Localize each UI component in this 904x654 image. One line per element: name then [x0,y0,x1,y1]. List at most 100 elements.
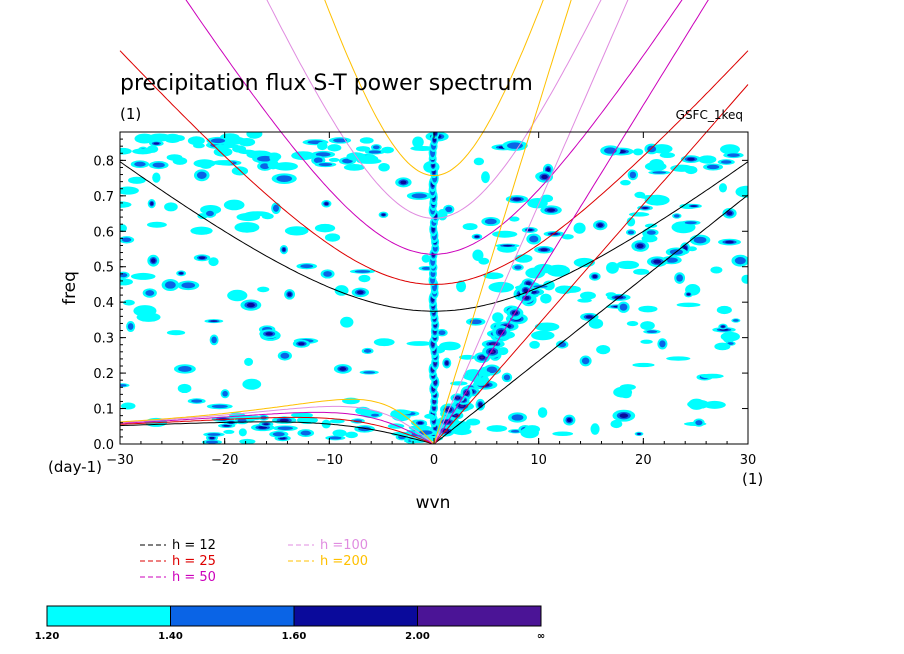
spectrum-blob [741,274,748,284]
spectrum-blob [588,318,604,329]
spectrum-blob [244,211,270,217]
spectrum-blob [421,254,431,263]
spectrum-blob [638,305,658,313]
spectrum-blob [164,202,178,212]
y-tick-label: 0.8 [93,154,114,169]
spectrum-blob [720,144,740,155]
spectrum-blob [128,176,146,184]
spectrum-blob [273,162,298,171]
y-tick-label: 0.6 [93,225,114,240]
spectrum-blob [223,199,245,211]
inertia-gravity-curve [119,50,749,285]
spectrum-blob [314,223,336,233]
spectrum-blob-level-3 [324,202,329,206]
spectrum-blob [698,155,717,164]
spectrum-blob-level-3 [503,244,513,247]
spectrum-blob [478,257,490,265]
spectrum-blob-level-3 [263,423,269,426]
spectrum-blob [606,261,619,274]
x-tick-label: 0 [430,453,438,468]
spectrum-blob [488,281,515,293]
spectrum-blob-level-4 [459,404,464,408]
spectrum-blob-level-2 [372,145,380,150]
x-axis-label: wvn [416,493,451,513]
spectrum-blob-level-3 [279,437,286,440]
rossby-wave-curve [120,405,435,444]
legend-label: h =200 [320,554,368,569]
spectrum-blob-level-2 [507,142,523,149]
spectrum-blob-level-2 [581,357,590,365]
spectrum-blob [616,260,640,270]
spectrum-blob [534,322,560,332]
spectrum-blob [620,391,632,399]
spectrum-blob-level-2 [438,330,446,335]
spectrum-blob-level-3 [497,329,505,335]
spectrum-blob-level-2 [733,319,739,322]
spectrum-blob [173,135,185,142]
spectrum-blob-level-3 [619,413,629,418]
spectrum-blob-level-2 [503,374,511,381]
spectrum-blob [561,234,574,240]
spectrum-blob [267,159,279,170]
spectrum-blob-level-2 [514,265,522,270]
spectrum-blob [632,362,655,368]
spectrum-blob [120,278,133,286]
spectrum-blob [132,148,154,155]
spectrum-blob-level-2 [211,336,217,344]
chart-subtitle: (1) [120,105,141,123]
spectrum-blob [492,312,504,323]
spectrum-blob-level-4 [490,343,496,345]
y-tick-label: 0.3 [93,332,114,347]
spectrum-blob-level-3 [592,274,598,279]
spectrum-blob [577,298,592,303]
spectrum-blob-level-2 [276,175,293,182]
spectrum-blob-level-3 [210,320,218,322]
spectrum-blob [355,146,371,152]
y-tick-label: 0.7 [93,190,114,205]
spectrum-blob-level-2 [486,366,498,374]
spectrum-blob-level-3 [725,240,734,244]
spectrum-blob [529,340,540,349]
spectrum-blob-level-3 [433,132,437,136]
spectrum-blob-level-2 [619,303,628,311]
spectrum-blob-level-3 [400,180,407,185]
legend-label: h = 25 [172,554,216,569]
spectrum-blob-level-2 [121,237,132,243]
spectrum-blob-level-4 [432,342,434,346]
legend-label: h = 12 [172,538,216,553]
spectrum-blob-level-3 [258,426,268,429]
spectrum-blob-level-4 [480,356,484,359]
spectrum-blob [223,429,235,434]
spectrum-blob [620,179,631,186]
kelvin-wave-curve [433,0,629,445]
spectrum-blob-level-2 [211,404,228,409]
spectrum-blob-level-3 [287,292,292,297]
spectrum-blob-level-2 [510,429,521,433]
y-tick-label: 0.2 [93,367,114,382]
spectrum-blob-level-3 [540,248,548,252]
spectrum-blob [152,172,161,183]
spectrum-blob-level-3 [726,211,733,216]
spectrum-blob-level-2 [627,230,635,235]
spectrum-blob [239,438,256,444]
spectrum-blob-level-3 [546,167,551,172]
spectrum-blob [324,233,341,242]
spectrum-blob-level-4 [434,381,437,384]
spectrum-blob-level-3 [523,288,529,293]
spectrum-blob [466,418,481,426]
spectrum-blob [628,212,650,217]
spectrum-blob-level-2 [206,210,214,217]
spectrum-blob-level-3 [279,418,289,422]
chart-title: precipitation flux S-T power spectrum [120,71,533,96]
spectrum-blob-level-3 [246,302,255,308]
spectrum-blob-level-4 [433,400,436,403]
spectrum-blob-level-3 [445,361,449,366]
spectrum-blob-level-3 [597,223,603,228]
spectrum-blob [703,400,726,409]
spectrum-blob-level-2 [652,171,666,174]
spectrum-blob-level-3 [357,290,364,295]
spectrum-blob-level-2 [145,290,155,296]
rossby-wave-curve [120,398,435,444]
spectrum-blob-level-3 [636,243,644,249]
